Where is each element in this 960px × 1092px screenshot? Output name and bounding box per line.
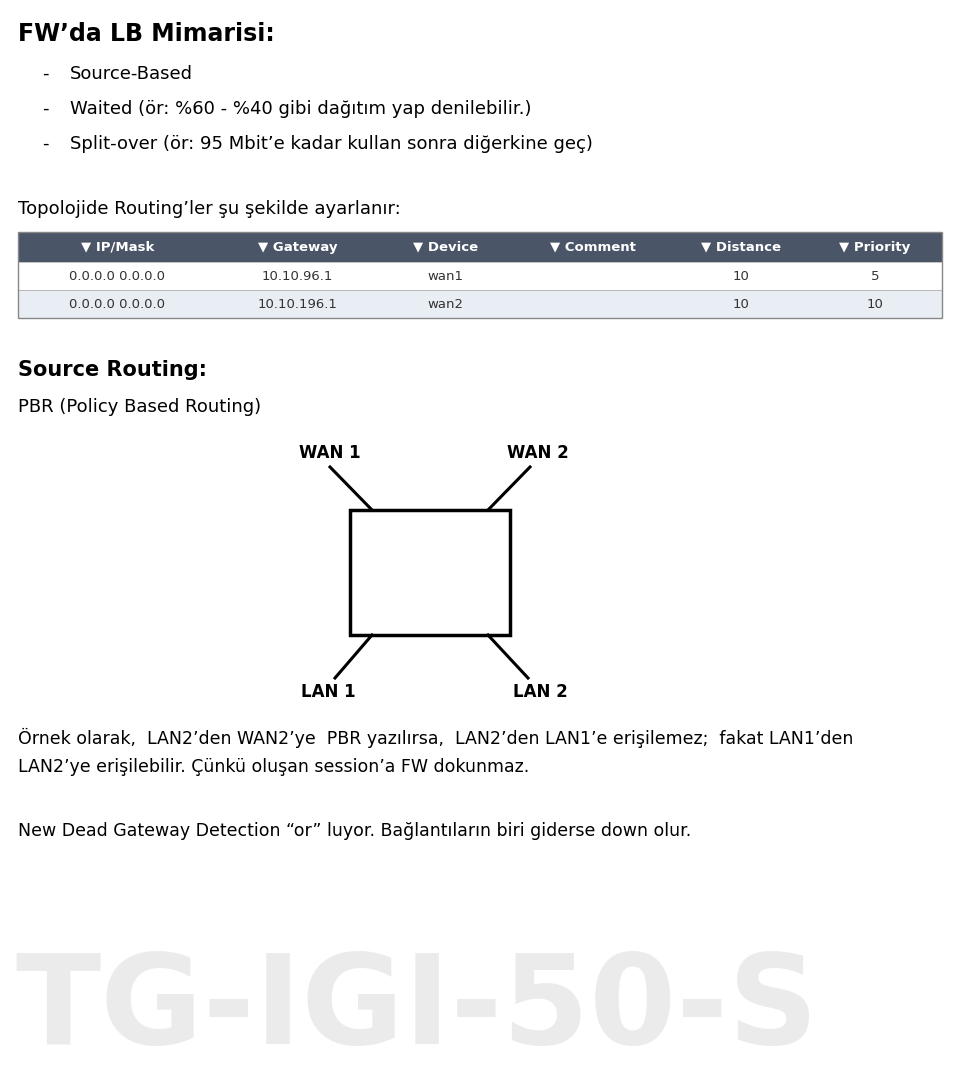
Text: ▼ Device: ▼ Device xyxy=(413,240,478,253)
Text: 0.0.0.0 0.0.0.0: 0.0.0.0 0.0.0.0 xyxy=(69,270,165,283)
Text: ▼ Distance: ▼ Distance xyxy=(701,240,781,253)
Text: Split-over (ör: 95 Mbit’e kadar kullan sonra diğerkine geç): Split-over (ör: 95 Mbit’e kadar kullan s… xyxy=(70,135,593,153)
Text: 5: 5 xyxy=(871,270,879,283)
Text: FW’da LB Mimarisi:: FW’da LB Mimarisi: xyxy=(18,22,275,46)
Text: ▼ Gateway: ▼ Gateway xyxy=(257,240,337,253)
Text: -: - xyxy=(42,66,49,83)
Text: LAN 1: LAN 1 xyxy=(300,682,355,701)
Text: Source Routing:: Source Routing: xyxy=(18,360,207,380)
Text: 10: 10 xyxy=(867,297,883,310)
Text: Source-Based: Source-Based xyxy=(70,66,193,83)
Text: TG-IGI-50-S: TG-IGI-50-S xyxy=(15,949,818,1070)
Text: ▼ Comment: ▼ Comment xyxy=(550,240,636,253)
Text: Waited (ör: %60 - %40 gibi dağıtım yap denilebilir.): Waited (ör: %60 - %40 gibi dağıtım yap d… xyxy=(70,100,532,118)
Text: ▼ Priority: ▼ Priority xyxy=(839,240,911,253)
Text: 0.0.0.0 0.0.0.0: 0.0.0.0 0.0.0.0 xyxy=(69,297,165,310)
Text: New Dead Gateway Detection “or” luyor. Bağlantıların biri giderse down olur.: New Dead Gateway Detection “or” luyor. B… xyxy=(18,822,691,840)
Bar xyxy=(18,290,942,318)
Text: 10: 10 xyxy=(732,297,750,310)
Text: -: - xyxy=(42,135,49,153)
Bar xyxy=(18,262,942,290)
Bar xyxy=(18,232,942,262)
Text: WAN 1: WAN 1 xyxy=(300,444,361,462)
Text: -: - xyxy=(42,100,49,118)
Text: 10: 10 xyxy=(732,270,750,283)
Text: wan1: wan1 xyxy=(427,270,464,283)
Text: wan2: wan2 xyxy=(427,297,464,310)
Text: PBR (Policy Based Routing): PBR (Policy Based Routing) xyxy=(18,397,261,416)
Text: ▼ IP/Mask: ▼ IP/Mask xyxy=(81,240,154,253)
Text: WAN 2: WAN 2 xyxy=(507,444,569,462)
Text: Topolojide Routing’ler şu şekilde ayarlanır:: Topolojide Routing’ler şu şekilde ayarla… xyxy=(18,200,400,218)
Text: LAN 2: LAN 2 xyxy=(513,682,567,701)
Text: LAN2’ye erişilebilir. Çünkü oluşan session’a FW dokunmaz.: LAN2’ye erişilebilir. Çünkü oluşan sessi… xyxy=(18,758,529,776)
Text: 10.10.96.1: 10.10.96.1 xyxy=(262,270,333,283)
Bar xyxy=(18,232,942,318)
Text: Örnek olarak,  LAN2’den WAN2’ye  PBR yazılırsa,  LAN2’den LAN1’e erişilemez;  fa: Örnek olarak, LAN2’den WAN2’ye PBR yazıl… xyxy=(18,728,853,748)
Bar xyxy=(350,510,510,636)
Text: 10.10.196.1: 10.10.196.1 xyxy=(257,297,338,310)
